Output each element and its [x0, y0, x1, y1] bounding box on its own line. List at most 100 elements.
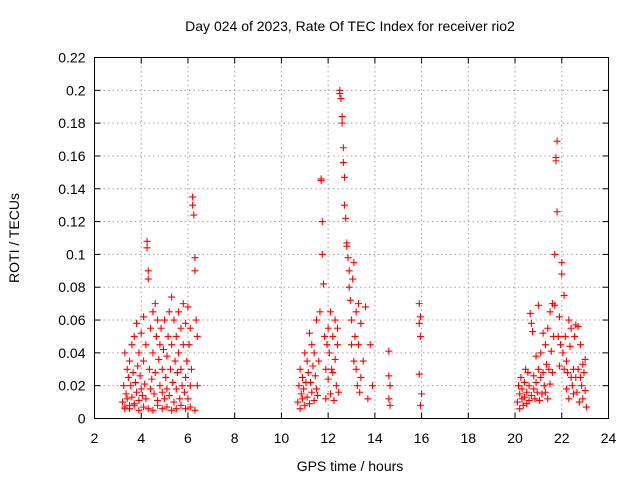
- data-point: [182, 373, 190, 381]
- data-point: [142, 395, 150, 403]
- data-point: [186, 403, 194, 411]
- data-point: [170, 398, 178, 406]
- data-point: [328, 365, 336, 373]
- data-point: [329, 369, 337, 377]
- data-point: [130, 332, 138, 340]
- data-point: [557, 341, 565, 349]
- data-point: [182, 405, 190, 413]
- data-point: [533, 388, 541, 396]
- data-point: [416, 313, 424, 321]
- data-point: [316, 308, 324, 316]
- data-point: [123, 365, 131, 373]
- data-point: [352, 308, 360, 316]
- data-point: [359, 357, 367, 365]
- data-point: [357, 319, 365, 327]
- y-tick-label: 0.1: [66, 246, 86, 262]
- data-point: [331, 355, 339, 363]
- data-point: [558, 270, 566, 278]
- data-point: [519, 401, 527, 409]
- data-point: [416, 401, 424, 409]
- data-point: [161, 395, 169, 403]
- data-point: [566, 342, 574, 350]
- data-point: [148, 375, 156, 383]
- data-point: [541, 341, 549, 349]
- data-point: [348, 316, 355, 324]
- data-point: [164, 332, 172, 340]
- data-point: [128, 341, 136, 349]
- data-point: [581, 355, 589, 363]
- axis-ticks: 2 4 6 8 10 12 14 16 18 20 22 2400.020.040.060.080.1…: [58, 50, 616, 447]
- data-point: [551, 301, 559, 309]
- data-point: [314, 392, 322, 400]
- data-point: [177, 401, 185, 409]
- data-point: [355, 300, 363, 308]
- x-tick-label: 4: [137, 430, 145, 446]
- data-point: [141, 380, 149, 388]
- data-point: [385, 372, 393, 380]
- data-point: [345, 283, 353, 291]
- data-point: [317, 177, 325, 185]
- data-point: [350, 357, 358, 365]
- data-point: [149, 406, 157, 414]
- y-tick-label: 0.18: [58, 115, 85, 131]
- data-point: [567, 324, 575, 332]
- data-point: [353, 382, 361, 390]
- data-point: [581, 387, 589, 395]
- data-point: [177, 324, 185, 332]
- data-point: [565, 316, 573, 324]
- data-point: [336, 90, 344, 98]
- data-point: [297, 390, 305, 398]
- data-point: [159, 346, 167, 354]
- data-point: [329, 332, 337, 340]
- data-point: [553, 137, 561, 145]
- data-point: [525, 382, 533, 390]
- data-point: [131, 378, 139, 386]
- data-point: [186, 324, 194, 332]
- data-point: [175, 349, 183, 357]
- data-point: [571, 332, 579, 340]
- data-point: [308, 388, 316, 396]
- data-point: [140, 357, 148, 365]
- data-point: [547, 347, 555, 355]
- data-point: [324, 375, 332, 383]
- y-tick-label: 0.14: [58, 181, 85, 197]
- data-point: [579, 395, 587, 403]
- data-point: [310, 349, 318, 357]
- data-point: [158, 388, 166, 396]
- data-point: [322, 395, 330, 403]
- data-point: [189, 193, 197, 201]
- data-point: [516, 405, 524, 413]
- data-point: [168, 341, 176, 349]
- data-point: [558, 259, 566, 267]
- data-point: [193, 332, 201, 340]
- data-point: [515, 382, 523, 390]
- data-point: [144, 267, 152, 275]
- data-point: [143, 244, 151, 252]
- data-point: [366, 341, 374, 349]
- data-point: [518, 385, 526, 393]
- data-point: [552, 157, 560, 165]
- data-point: [296, 405, 304, 413]
- data-point: [576, 373, 584, 381]
- data-point: [189, 201, 197, 209]
- x-axis-label: GPS time / hours: [297, 458, 404, 474]
- x-tick-label: 14: [367, 430, 383, 446]
- data-point: [157, 324, 165, 332]
- y-tick-label: 0.16: [58, 148, 85, 164]
- data-point: [582, 403, 590, 411]
- data-point: [532, 378, 540, 386]
- data-point: [541, 388, 549, 396]
- data-point: [151, 369, 159, 377]
- data-point: [161, 316, 169, 324]
- y-tick-label: 0.22: [58, 50, 85, 66]
- data-point: [338, 113, 346, 121]
- data-point: [191, 406, 199, 414]
- data-point: [364, 395, 372, 403]
- x-tick-label: 10: [274, 430, 290, 446]
- data-point: [193, 382, 201, 390]
- data-point: [190, 211, 198, 219]
- data-point: [134, 362, 142, 370]
- data-point: [140, 313, 148, 321]
- data-point: [554, 332, 562, 340]
- data-point: [192, 316, 200, 324]
